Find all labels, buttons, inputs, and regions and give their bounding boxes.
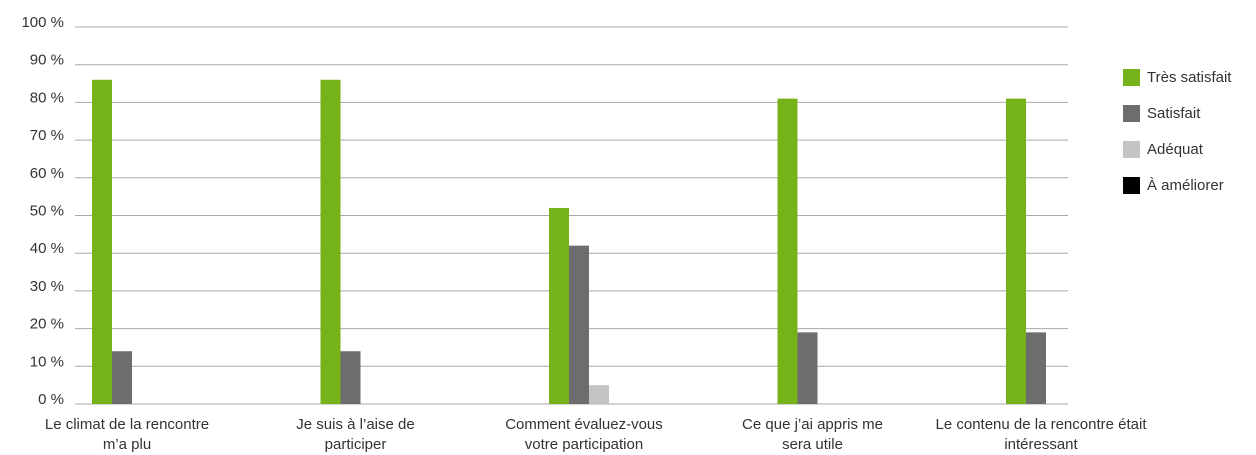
y-tick-label: 100 %	[21, 14, 64, 31]
legend-swatch	[1123, 141, 1140, 158]
y-tick-label: 30 %	[30, 278, 64, 295]
legend-swatch	[1123, 177, 1140, 194]
bar	[320, 79, 341, 404]
bar	[1026, 332, 1046, 404]
bar	[92, 79, 112, 404]
x-tick-label: Je suis à l’aise de participer	[296, 416, 415, 453]
y-tick-label: 0 %	[38, 391, 64, 408]
x-tick-label: Le contenu de la rencontre était intéres…	[935, 416, 1147, 453]
legend-label: À améliorer	[1147, 177, 1224, 194]
y-tick-label: 50 %	[30, 202, 64, 219]
x-tick-label: Comment évaluez-vous votre participation	[505, 416, 663, 453]
y-tick-label: 20 %	[30, 316, 64, 333]
legend-label: Satisfait	[1147, 105, 1201, 122]
y-tick-label: 40 %	[30, 240, 64, 257]
legend-swatch	[1123, 69, 1140, 86]
y-tick-label: 80 %	[30, 89, 64, 106]
bar	[569, 245, 589, 404]
legend-label: Très satisfait	[1147, 69, 1232, 86]
bar	[340, 351, 361, 404]
y-tick-label: 70 %	[30, 127, 64, 144]
x-tick-label: Le climat de la rencontre m’a plu	[44, 416, 210, 453]
legend-swatch	[1123, 105, 1140, 122]
bar	[549, 207, 569, 404]
bar	[777, 98, 798, 404]
y-tick-label: 10 %	[30, 353, 64, 370]
bar	[589, 385, 609, 404]
bar	[797, 332, 818, 404]
x-tick-label: Ce que j’ai appris me sera utile	[742, 416, 883, 453]
legend-label: Adéquat	[1147, 141, 1204, 158]
bar	[112, 351, 132, 404]
y-tick-label: 60 %	[30, 165, 64, 182]
bar	[1006, 98, 1026, 404]
y-tick-label: 90 %	[30, 52, 64, 69]
